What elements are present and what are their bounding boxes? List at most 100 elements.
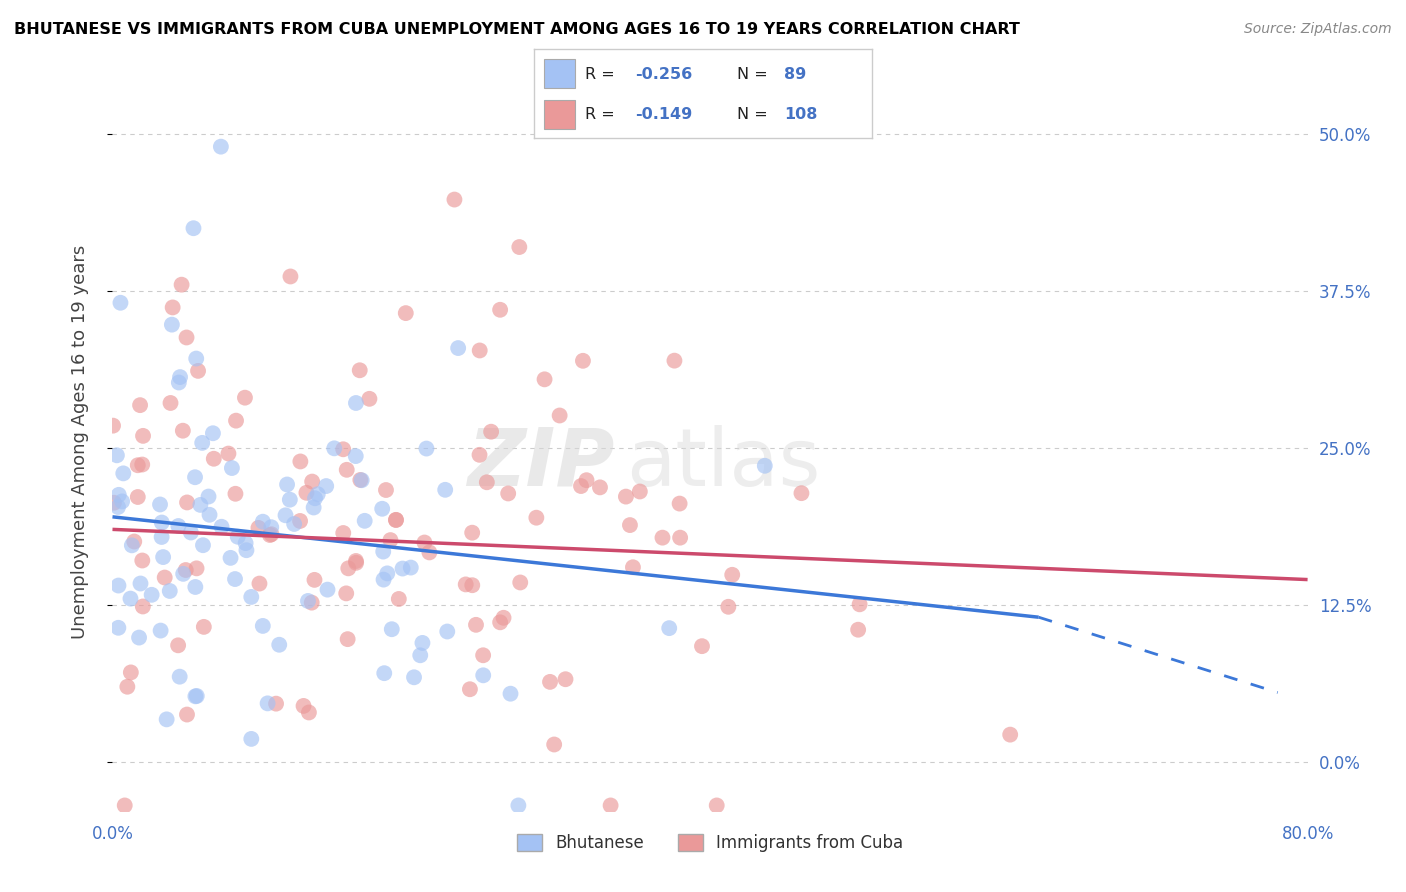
Point — [569, 479, 592, 493]
Point — [589, 480, 612, 494]
Point — [141, 588, 163, 602]
Point — [172, 566, 194, 581]
Point — [332, 442, 354, 457]
Point — [538, 674, 561, 689]
Point — [186, 561, 208, 575]
Point — [149, 498, 172, 512]
Point — [409, 648, 432, 663]
Point — [658, 621, 681, 635]
Point — [153, 570, 176, 584]
Point — [156, 712, 179, 726]
Point — [614, 490, 637, 504]
Point — [269, 638, 291, 652]
Point — [159, 396, 181, 410]
Point — [336, 463, 359, 477]
Point — [259, 528, 281, 542]
Point — [543, 738, 565, 752]
Point — [114, 798, 136, 813]
Point — [496, 486, 519, 500]
Text: 89: 89 — [785, 67, 806, 81]
Point — [375, 483, 398, 497]
Point — [149, 624, 172, 638]
Point — [447, 341, 470, 355]
Point — [411, 636, 433, 650]
Point — [443, 193, 465, 207]
Point — [475, 475, 498, 490]
Point — [301, 596, 323, 610]
Point — [508, 240, 530, 254]
Point — [235, 536, 257, 550]
Point — [508, 798, 530, 813]
Point — [121, 538, 143, 552]
Point — [278, 492, 301, 507]
Point — [131, 553, 153, 567]
Point — [150, 530, 173, 544]
Point — [721, 567, 744, 582]
Point — [499, 687, 522, 701]
Point — [107, 488, 129, 502]
Point — [150, 516, 173, 530]
Point — [548, 409, 571, 423]
Point — [132, 599, 155, 614]
Point — [252, 619, 274, 633]
Point — [107, 578, 129, 592]
Point — [524, 510, 547, 524]
Point — [107, 500, 129, 514]
Point — [235, 543, 257, 558]
Point — [461, 578, 484, 592]
Point — [298, 706, 321, 720]
Point — [176, 495, 198, 509]
Point — [183, 221, 205, 235]
Point — [344, 554, 367, 568]
Point — [276, 477, 298, 491]
Point — [301, 475, 323, 489]
Text: Source: ZipAtlas.com: Source: ZipAtlas.com — [1244, 22, 1392, 37]
Point — [533, 372, 555, 386]
Point — [371, 501, 394, 516]
Point — [122, 534, 145, 549]
Point — [112, 467, 135, 481]
Point — [434, 483, 457, 497]
Text: N =: N = — [737, 107, 768, 121]
Point — [391, 561, 413, 575]
Point — [651, 531, 673, 545]
Point — [315, 479, 337, 493]
FancyBboxPatch shape — [544, 59, 575, 88]
Point — [176, 330, 198, 344]
Point — [127, 458, 149, 473]
Point — [509, 575, 531, 590]
Point — [128, 631, 150, 645]
Point — [754, 458, 776, 473]
Point — [492, 611, 515, 625]
Point — [224, 572, 246, 586]
Text: 108: 108 — [785, 107, 817, 121]
Point — [290, 454, 312, 468]
Point — [690, 639, 713, 653]
Point — [117, 680, 139, 694]
Point — [302, 500, 325, 515]
Point — [436, 624, 458, 639]
Point — [217, 446, 239, 460]
Point — [316, 582, 339, 597]
Point — [198, 508, 221, 522]
Point — [224, 487, 246, 501]
Point — [461, 525, 484, 540]
Point — [664, 353, 686, 368]
Point — [169, 670, 191, 684]
Point — [295, 485, 318, 500]
Point — [415, 442, 437, 456]
Point — [120, 665, 142, 680]
Point — [283, 516, 305, 531]
Point — [256, 697, 278, 711]
Point — [323, 442, 346, 456]
Point — [184, 470, 207, 484]
Point — [219, 550, 242, 565]
Point — [385, 513, 408, 527]
Point — [344, 396, 367, 410]
Point — [131, 458, 153, 472]
Point — [274, 508, 297, 523]
Point — [307, 487, 329, 501]
Text: BHUTANESE VS IMMIGRANTS FROM CUBA UNEMPLOYMENT AMONG AGES 16 TO 19 YEARS CORRELA: BHUTANESE VS IMMIGRANTS FROM CUBA UNEMPL… — [14, 22, 1019, 37]
Point — [127, 490, 149, 504]
Point — [169, 370, 191, 384]
